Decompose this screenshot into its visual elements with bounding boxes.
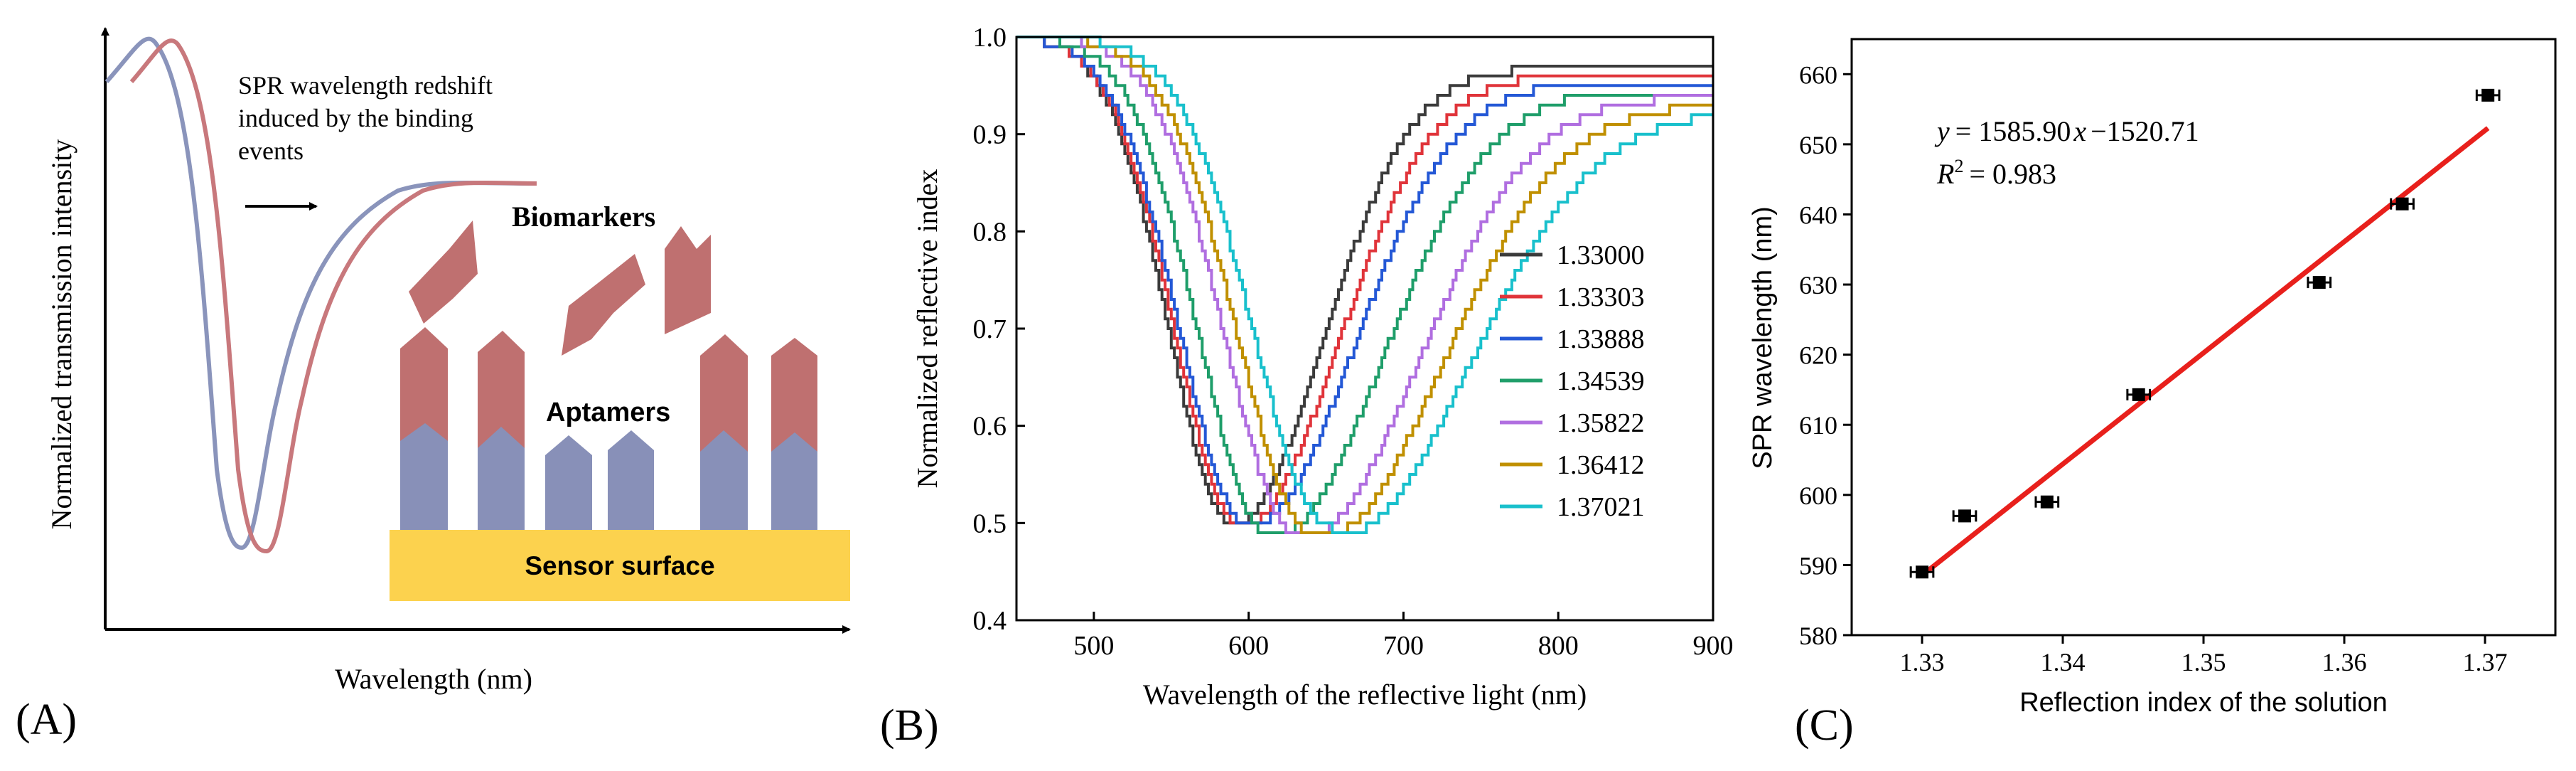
legend-label: 1.33000 — [1557, 240, 1645, 270]
panel-c-fit-group — [1920, 126, 2490, 578]
legend-label: 1.36412 — [1557, 450, 1645, 480]
panel-c-y-tick-label: 620 — [1799, 341, 1837, 370]
panel-b-x-tick-label: 900 — [1693, 631, 1734, 661]
sensor-surface — [390, 530, 850, 601]
biomarkers-label: Biomarkers — [512, 201, 655, 233]
panel-b-y-tick-label: 1.0 — [973, 23, 1007, 53]
aptamer-with-biomarker — [771, 338, 817, 530]
panel-c-y-tick-label: 580 — [1799, 622, 1837, 650]
panel-c-label: (C) — [1795, 701, 1854, 750]
shift-note-line-2: induced by the binding — [238, 104, 473, 132]
panel-a: SPR wavelength redshift induced by the b… — [16, 27, 851, 744]
shift-note-line-3: events — [238, 137, 304, 165]
panel-b-series-group — [1016, 36, 1713, 534]
fit-line — [1920, 126, 2490, 578]
legend-label: 1.33888 — [1557, 324, 1645, 354]
aptamers-label: Aptamers — [546, 398, 670, 427]
panel-c: 1.33 1.34 1.35 1.36 1.37 580 590 600 610 620 630 64… — [1748, 38, 2557, 750]
data-point — [2040, 495, 2054, 509]
panel-c-y-tick-label: 590 — [1799, 551, 1837, 580]
panel-b-y-tick-label: 0.8 — [973, 217, 1007, 247]
panel-b-series-line — [1016, 36, 1713, 534]
panel-b-series-line — [1016, 36, 1713, 525]
fit-equation-tail: −1520.71 — [2091, 115, 2199, 147]
panel-c-x-tick-label: 1.36 — [2322, 648, 2367, 676]
legend-label: 1.35822 — [1557, 408, 1645, 438]
panel-c-y-label: SPR wavelength (nm) — [1748, 206, 1778, 469]
panel-c-x-tick-label: 1.33 — [1900, 648, 1945, 676]
sensor-surface-label: Sensor surface — [525, 551, 714, 580]
panel-c-x-label: Reflection index of the solution — [2019, 688, 2388, 718]
data-point — [2312, 276, 2326, 289]
panel-b-x-tick-label: 500 — [1073, 631, 1114, 661]
panel-b-series-line — [1016, 36, 1713, 534]
panel-b-series-line — [1016, 36, 1713, 534]
panel-b-y-tick-label: 0.4 — [973, 606, 1007, 636]
panel-b-y-tick-label: 0.6 — [973, 412, 1007, 442]
aptamer-with-biomarker — [478, 331, 525, 530]
fit-r2-value: = 0.983 — [1969, 158, 2056, 190]
panel-b-legend: 1.33000 1.33303 1.33888 1.34539 1.35822 1.364… — [1500, 240, 1645, 522]
fit-equation: y = 1585.90 x −1520.71 — [1934, 115, 2199, 147]
panel-c-y-tick-label: 630 — [1799, 271, 1837, 299]
panel-b-axes: 500 600 700 800 900 0.4 0.5 0.6 0.7 0.8 0.9 1.0 — [973, 23, 1734, 661]
panel-b-series-line — [1016, 36, 1713, 525]
aptamer — [608, 430, 654, 530]
biomarker-shape — [409, 220, 478, 324]
panel-c-y-tick-label: 650 — [1799, 131, 1837, 159]
panel-b-x-label: Wavelength of the reflective light (nm) — [1143, 679, 1587, 711]
panel-b-y-label: Normalized reflective index — [911, 169, 943, 489]
aptamer-with-biomarker — [400, 327, 448, 530]
panel-b: 500 600 700 800 900 0.4 0.5 0.6 0.7 0.8 0.9 1.0 1.3… — [880, 23, 1734, 750]
panel-c-y-tick-label: 640 — [1799, 201, 1837, 229]
curve-before-binding — [104, 36, 537, 551]
aptamer-with-biomarker — [700, 334, 748, 530]
shift-note-line-1: SPR wavelength redshift — [238, 71, 493, 100]
aptamer — [545, 435, 592, 530]
panel-c-x-tick-label: 1.35 — [2181, 648, 2226, 676]
data-point — [2132, 388, 2145, 401]
biomarker-shape — [562, 254, 645, 356]
panel-b-series-line — [1016, 36, 1713, 534]
panel-b-y-tick-label: 0.9 — [973, 120, 1007, 150]
panel-c-x-tick-label: 1.37 — [2463, 648, 2508, 676]
legend-label: 1.34539 — [1557, 366, 1645, 396]
biomarker-shape — [665, 226, 711, 334]
data-point — [2481, 88, 2495, 102]
panel-b-y-tick-label: 0.7 — [973, 314, 1007, 344]
curve-after-binding — [129, 38, 537, 554]
legend-label: 1.37021 — [1557, 492, 1645, 522]
panel-a-label: (A) — [16, 696, 77, 744]
data-point — [1958, 509, 1971, 523]
panel-c-y-tick-label: 610 — [1799, 411, 1837, 440]
panel-b-y-tick-label: 0.5 — [973, 509, 1007, 538]
panel-c-y-tick-label: 600 — [1799, 482, 1837, 510]
panel-c-axes: 1.33 1.34 1.35 1.36 1.37 580 590 600 610 620 630 64… — [1799, 60, 2508, 676]
fit-equation-main: = 1585.90 — [1955, 115, 2071, 147]
panel-b-x-tick-label: 700 — [1383, 631, 1424, 661]
panel-c-y-tick-label: 660 — [1799, 60, 1837, 89]
data-point — [2395, 197, 2409, 211]
panel-b-series-line — [1016, 36, 1713, 525]
panel-a-x-label: Wavelength (nm) — [335, 663, 532, 695]
legend-label: 1.33303 — [1557, 282, 1645, 312]
panel-a-y-label: Normalized transmission intensity — [45, 139, 77, 530]
panel-b-x-tick-label: 600 — [1228, 631, 1269, 661]
data-point — [1916, 565, 1928, 579]
fit-r2: R2 = 0.983 — [1936, 156, 2056, 190]
panel-c-x-tick-label: 1.34 — [2041, 648, 2086, 676]
panel-b-x-tick-label: 800 — [1538, 631, 1579, 661]
panel-c-points — [1909, 88, 2501, 579]
panel-b-label: (B) — [880, 701, 939, 750]
